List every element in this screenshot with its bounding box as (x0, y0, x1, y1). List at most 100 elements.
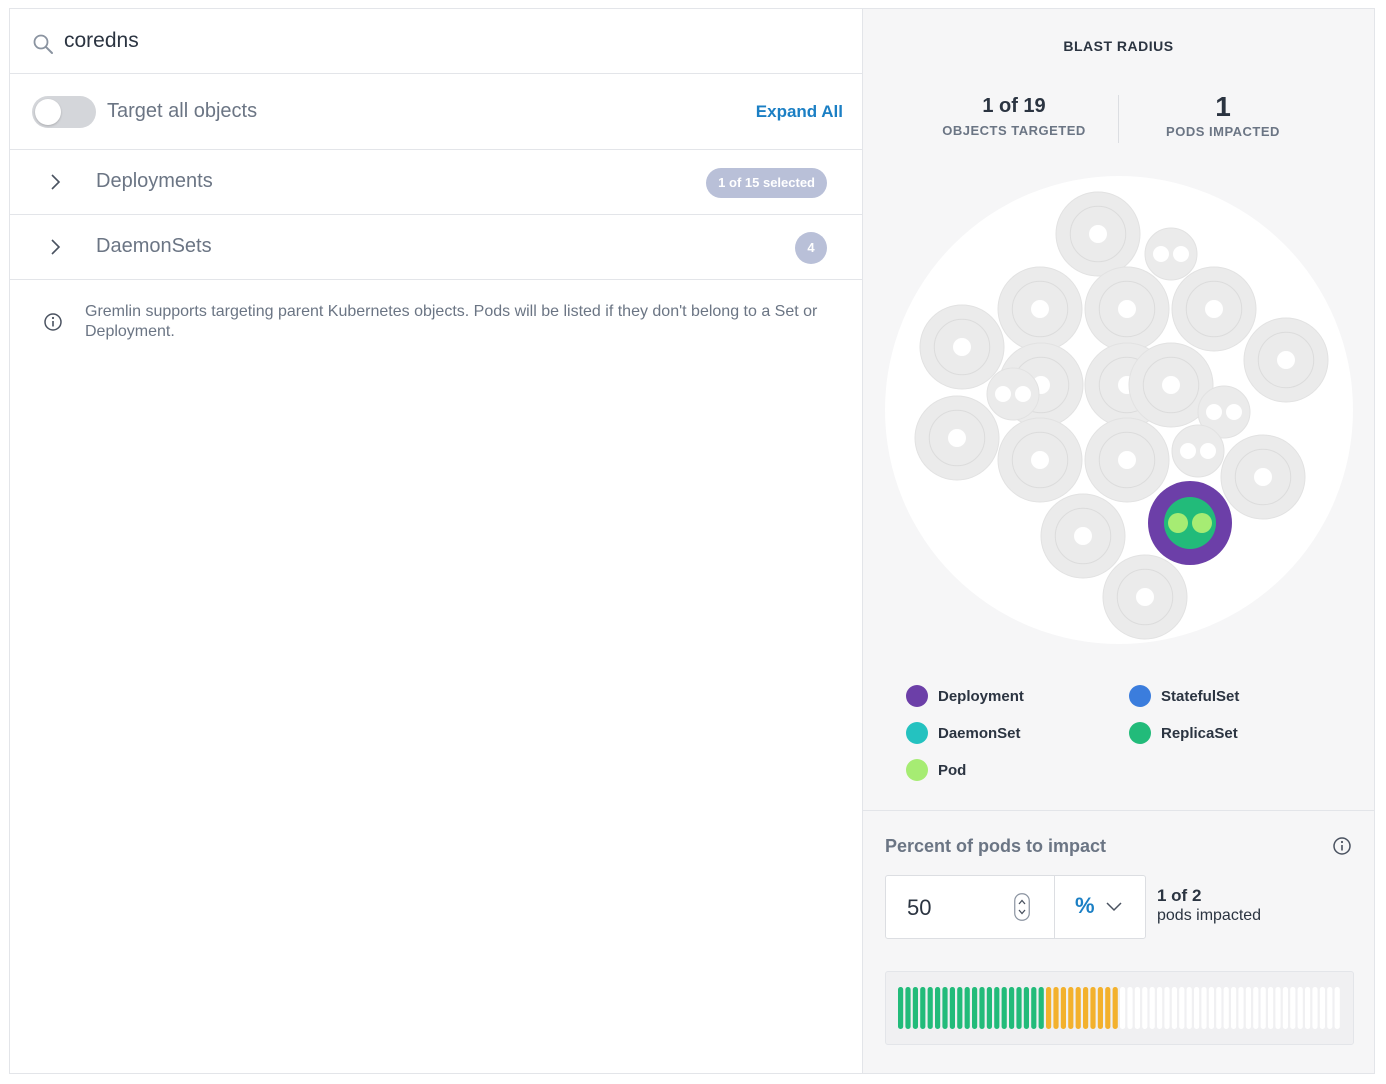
impact-segment (1275, 987, 1281, 1029)
legend-dot (906, 685, 928, 707)
group-row-deployments[interactable]: Deployments 1 of 15 selected (10, 150, 863, 215)
impact-segment (1231, 987, 1237, 1029)
pods-impacted-label: PODS IMPACTED (1166, 124, 1280, 139)
percent-impact-panel: Percent of pods to impact 50 % (863, 810, 1374, 1075)
impact-segment (942, 987, 948, 1029)
impact-segment (1260, 987, 1266, 1029)
pod-dot (1173, 246, 1189, 262)
pod-dot (1205, 300, 1223, 318)
stepper-icon[interactable] (1014, 893, 1030, 921)
workload-bubble (986, 367, 1040, 421)
pod-dot (1200, 443, 1216, 459)
percent-number-input[interactable]: 50 (885, 875, 1055, 939)
pod-dot (1136, 588, 1154, 606)
pod-dot (1206, 404, 1222, 420)
pod-dot (995, 386, 1011, 402)
percent-impact-title: Percent of pods to impact (885, 836, 1107, 856)
replicaset-ring (1098, 280, 1156, 338)
impact-segment (1319, 987, 1325, 1029)
impact-segment (1142, 987, 1148, 1029)
replicaset-ring (1234, 448, 1292, 506)
impact-segment (1023, 987, 1029, 1029)
impact-segment (898, 987, 904, 1029)
replicaset-ring (1069, 205, 1127, 263)
impact-segment (1157, 987, 1163, 1029)
legend-label: Deployment (938, 687, 1024, 705)
pod-dot (1277, 351, 1295, 369)
info-note: Gremlin supports targeting parent Kubern… (85, 303, 818, 340)
unit-select[interactable]: % (1054, 875, 1146, 939)
impact-segment (979, 987, 985, 1029)
replicaset-ring (1142, 356, 1200, 414)
replicaset-ring (1011, 431, 1069, 489)
impact-segment (1297, 987, 1303, 1029)
replicaset-ring (1185, 280, 1243, 338)
workload-bubble (1144, 227, 1198, 281)
legend-label: Pod (938, 761, 967, 779)
targeted-pod-dot (1192, 513, 1212, 533)
impact-segment (912, 987, 918, 1029)
workload-bubble (1197, 385, 1251, 439)
pod-dot (1089, 225, 1107, 243)
impact-segment (1290, 987, 1296, 1029)
pod-dot (1162, 376, 1180, 394)
impact-segment (1334, 987, 1340, 1029)
legend-label: StatefulSet (1161, 687, 1240, 705)
info-icon[interactable] (1332, 836, 1352, 856)
objects-targeted-value: 1 of 19 (982, 95, 1046, 117)
search-icon (33, 34, 53, 54)
pod-dot (1015, 386, 1031, 402)
blast-radius-title: BLAST RADIUS (1063, 38, 1174, 54)
impact-segment (1112, 987, 1118, 1029)
target-all-toggle[interactable] (32, 96, 96, 128)
impact-segment (935, 987, 941, 1029)
toggle-knob (35, 99, 61, 125)
target-all-row: Target all objects Expand All (10, 74, 863, 150)
legend-item-daemonset: DaemonSet (906, 722, 1021, 744)
stat-divider (1118, 95, 1119, 143)
pod-dot (948, 429, 966, 447)
impact-segment (1009, 987, 1015, 1029)
impact-segment (1068, 987, 1074, 1029)
impact-segment (1016, 987, 1022, 1029)
impact-segment (1245, 987, 1251, 1029)
replicaset-ring (1098, 431, 1156, 489)
impact-segment (1127, 987, 1133, 1029)
pod-dot (1074, 527, 1092, 545)
selection-count-badge: 1 of 15 selected (706, 168, 827, 198)
impact-segment (1186, 987, 1192, 1029)
chevron-right-icon[interactable] (46, 173, 64, 191)
pod-dot (1254, 468, 1272, 486)
impact-segment (1194, 987, 1200, 1029)
pods-impacted-value: 1 (1215, 91, 1231, 122)
impact-segment (1208, 987, 1214, 1029)
group-row-daemonsets[interactable]: DaemonSets 4 (10, 215, 863, 280)
impact-segment (986, 987, 992, 1029)
replicaset-ring (1257, 331, 1315, 389)
app-frame: Target all objects Expand All Deployment… (9, 8, 1375, 1074)
impact-segment (1090, 987, 1096, 1029)
impact-segment (1083, 987, 1089, 1029)
chevron-right-icon[interactable] (46, 238, 64, 256)
info-icon (44, 313, 62, 331)
impact-segment (972, 987, 978, 1029)
impact-segment (1223, 987, 1229, 1029)
expand-all-link[interactable]: Expand All (755, 102, 843, 121)
blast-radius-bubble-chart (885, 176, 1353, 644)
target-all-label: Target all objects (107, 100, 258, 122)
impact-label: pods impacted (1157, 907, 1262, 924)
pod-dot (953, 338, 971, 356)
search-input[interactable] (64, 23, 764, 59)
impact-segment (1253, 987, 1259, 1029)
pods-impacted-stat: 1 PODS IMPACTED (1123, 91, 1323, 140)
impact-segment (1075, 987, 1081, 1029)
impact-segment-bar-svg (898, 987, 1340, 1029)
legend-dot (906, 759, 928, 781)
impact-segment (1312, 987, 1318, 1029)
percent-value: 50 (907, 895, 932, 920)
legend-dot (1129, 685, 1151, 707)
group-label-deployments: Deployments (96, 170, 213, 192)
pod-dot (1118, 300, 1136, 318)
objects-targeted-label: OBJECTS TARGETED (942, 123, 1086, 138)
legend-item-replicaset: ReplicaSet (1129, 722, 1238, 744)
